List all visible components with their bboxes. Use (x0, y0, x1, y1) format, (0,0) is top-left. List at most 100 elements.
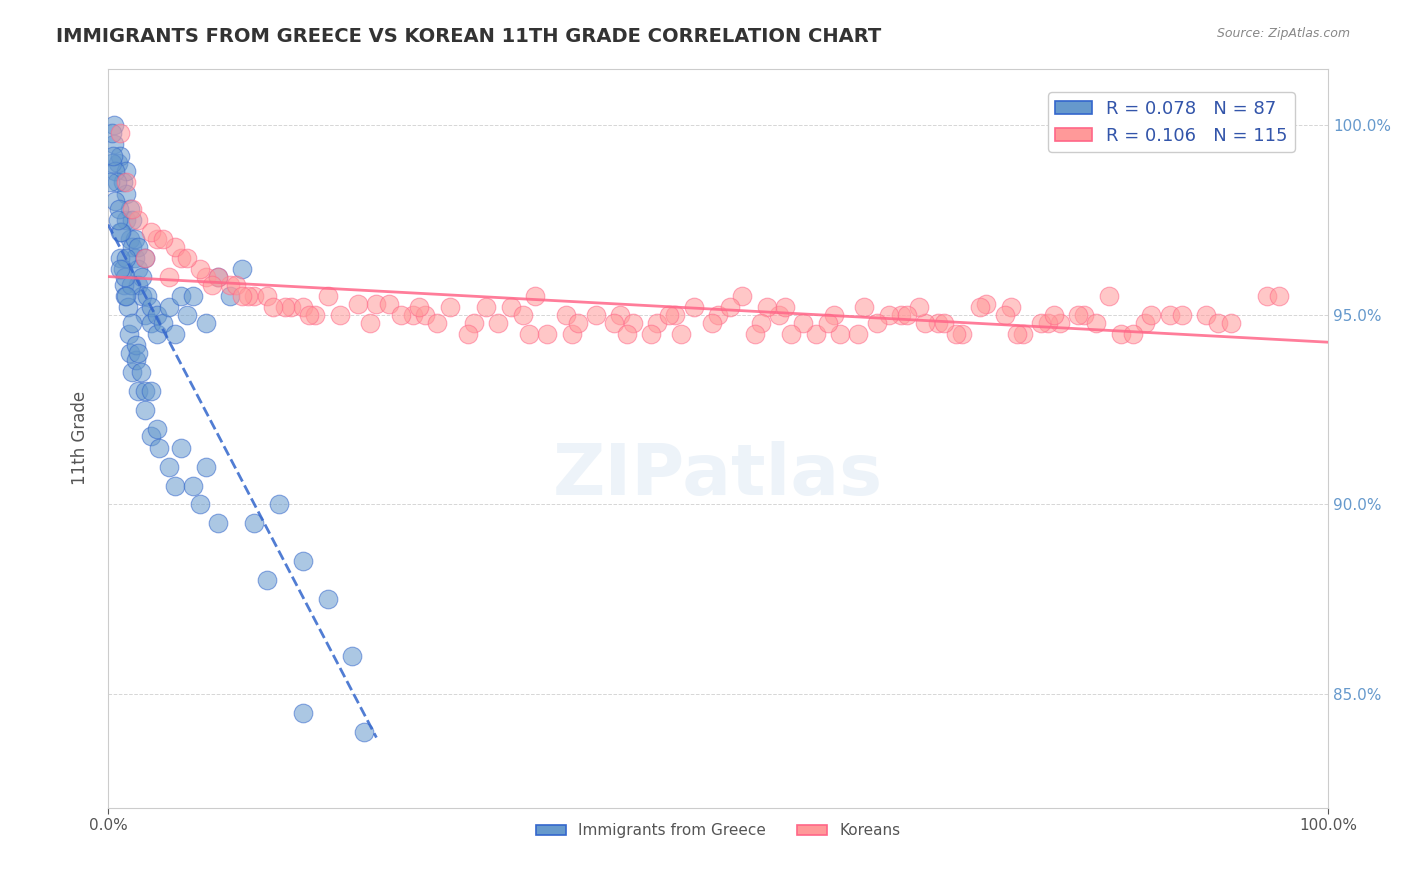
Point (426, 316, 449, 330)
Point (561, 326, 583, 341)
Point (105, 175, 128, 189)
Legend: Immigrants from Greece, Koreans: Immigrants from Greece, Koreans (530, 817, 907, 845)
Point (134, 251, 156, 265)
Point (1005, 326, 1028, 341)
Point (118, 326, 141, 341)
Point (292, 301, 315, 315)
Point (114, 289, 136, 303)
Point (353, 725, 375, 739)
Point (976, 296, 998, 310)
Point (243, 289, 266, 303)
Point (908, 301, 931, 315)
Point (165, 240, 187, 254)
Point (108, 262, 131, 277)
Point (512, 308, 534, 322)
Point (183, 478, 205, 492)
Point (877, 308, 900, 322)
Point (120, 277, 142, 292)
Point (731, 289, 754, 303)
Point (621, 316, 644, 330)
Point (828, 326, 851, 341)
Y-axis label: 11th Grade: 11th Grade (72, 391, 89, 485)
Point (124, 251, 146, 265)
Point (780, 326, 803, 341)
Point (165, 478, 187, 492)
Point (139, 225, 162, 239)
Point (118, 346, 141, 360)
Point (121, 240, 143, 254)
Point (890, 308, 912, 322)
Point (194, 316, 217, 330)
Point (231, 289, 253, 303)
Point (768, 308, 790, 322)
Point (413, 308, 436, 322)
Point (194, 459, 217, 474)
Point (115, 213, 138, 227)
Point (603, 316, 626, 330)
Point (1268, 289, 1291, 303)
Point (194, 270, 217, 285)
Point (170, 251, 193, 265)
Point (304, 308, 326, 322)
Point (108, 149, 131, 163)
Text: Source: ZipAtlas.com: Source: ZipAtlas.com (1216, 27, 1350, 40)
Point (1049, 316, 1071, 330)
Point (115, 164, 138, 178)
Point (645, 316, 668, 330)
Point (585, 308, 607, 322)
Point (124, 232, 146, 246)
Point (110, 225, 132, 239)
Point (1109, 326, 1132, 341)
Point (366, 296, 388, 310)
Point (536, 326, 558, 341)
Point (165, 326, 187, 341)
Point (682, 301, 704, 315)
Point (994, 308, 1017, 322)
Point (1133, 316, 1156, 330)
Point (671, 326, 693, 341)
Point (183, 289, 205, 303)
Point (340, 649, 363, 664)
Point (823, 308, 845, 322)
Point (225, 277, 247, 292)
Point (1170, 308, 1192, 322)
Point (475, 301, 498, 315)
Point (1256, 289, 1278, 303)
Point (103, 137, 125, 152)
Point (188, 262, 211, 277)
Point (118, 202, 141, 216)
Point (121, 316, 143, 330)
Point (664, 308, 686, 322)
Point (866, 316, 889, 330)
Point (219, 289, 242, 303)
Point (377, 296, 399, 310)
Point (316, 289, 339, 303)
Point (146, 326, 169, 341)
Point (567, 316, 589, 330)
Point (108, 126, 131, 140)
Point (157, 459, 180, 474)
Point (347, 296, 370, 310)
Point (100, 175, 122, 189)
Point (524, 289, 547, 303)
Point (914, 316, 936, 330)
Point (969, 301, 991, 315)
Point (463, 316, 485, 330)
Point (755, 301, 778, 315)
Point (1097, 289, 1119, 303)
Point (1067, 308, 1090, 322)
Point (139, 429, 162, 443)
Point (231, 262, 253, 277)
Point (118, 232, 141, 246)
Point (316, 592, 339, 607)
Point (134, 402, 156, 417)
Point (100, 156, 122, 170)
Point (408, 301, 430, 315)
Point (298, 308, 321, 322)
Point (207, 516, 229, 531)
Point (1159, 308, 1181, 322)
Point (170, 441, 193, 455)
Point (1122, 326, 1144, 341)
Point (157, 270, 180, 285)
Point (744, 326, 766, 341)
